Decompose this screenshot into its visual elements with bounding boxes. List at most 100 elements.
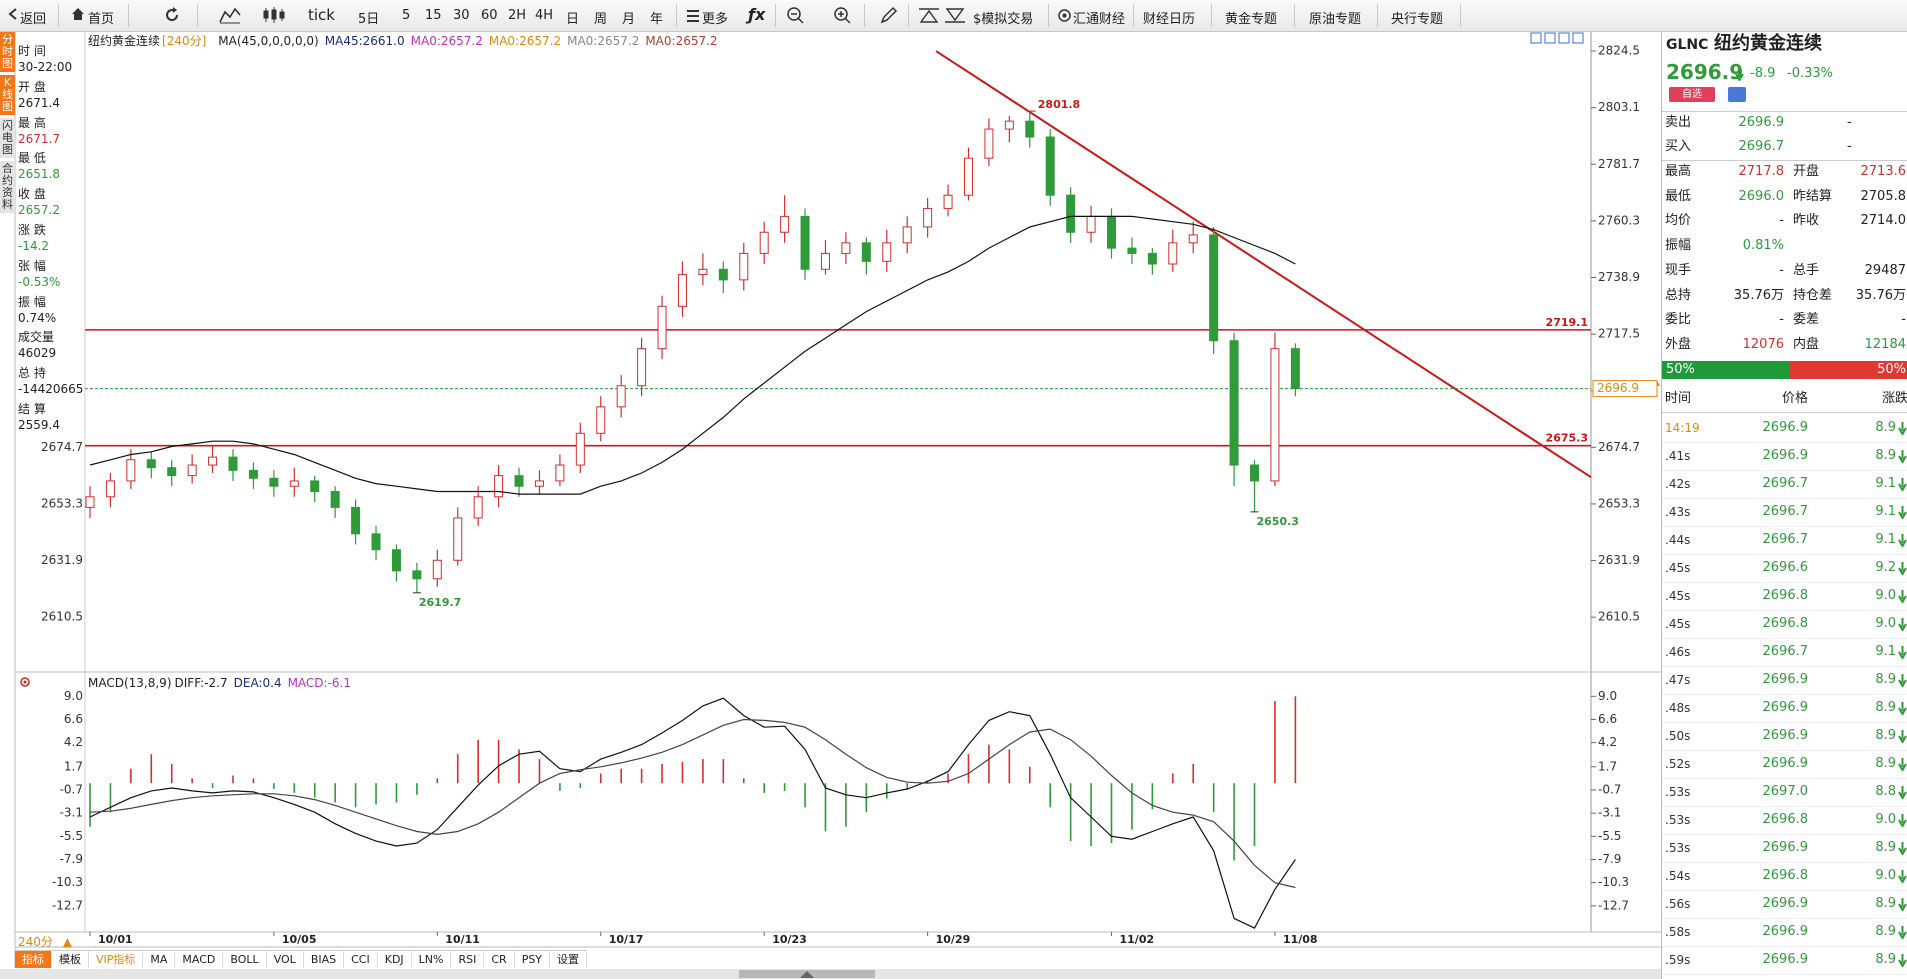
nav-link[interactable]: 财经日历 xyxy=(1143,12,1196,27)
down-arrow xyxy=(1898,898,1907,911)
nav-link[interactable]: 央行专题 xyxy=(1391,12,1444,27)
tick-price: 2696.7 xyxy=(1762,644,1809,659)
arrow-shape xyxy=(1898,898,1907,911)
indicator-tab[interactable]: VIP指标 xyxy=(89,951,144,968)
ma45-line xyxy=(89,215,1296,495)
indicator-tab[interactable]: 模板 xyxy=(52,951,89,968)
zoom-out-icon[interactable] xyxy=(786,6,804,24)
period-option[interactable]: 15 xyxy=(425,8,442,23)
y-tick-label-left: -10.3 xyxy=(52,875,83,889)
formula-button[interactable]: ƒx xyxy=(748,5,766,24)
line-chart-icon[interactable] xyxy=(219,6,241,24)
tick-price: 2696.6 xyxy=(1762,560,1809,575)
home-button[interactable]: 首页 xyxy=(88,12,115,27)
y-tick-label-left: 2610.5 xyxy=(41,610,83,624)
tick-change: 8.9 xyxy=(1875,756,1896,771)
period-option[interactable]: 30 xyxy=(453,8,470,23)
tick-change: 8.9 xyxy=(1875,840,1896,855)
period-option[interactable]: 年 xyxy=(650,12,664,27)
indicator-tab[interactable]: CCI xyxy=(344,951,378,968)
y-tick-label: 2781.7 xyxy=(1598,157,1640,171)
tick-time: 14:19 xyxy=(1665,421,1700,435)
indicator-tab[interactable]: 指标 xyxy=(15,951,52,968)
arrow-shape xyxy=(1898,702,1907,715)
nav-link[interactable]: 汇通财经 xyxy=(1073,12,1126,27)
indicator-tab[interactable]: RSI xyxy=(451,951,485,968)
period-option[interactable]: 4H xyxy=(535,8,554,23)
info-value: 2671.4 xyxy=(18,95,60,110)
chart-icon[interactable] xyxy=(1530,32,1542,44)
indicator-tab[interactable]: VOL xyxy=(267,951,304,968)
tick-change: 9.0 xyxy=(1875,812,1896,827)
toolbar: 返回 首页 tick 5日 5 15 30 60 2H 4H 日 周 月 年 更… xyxy=(0,0,1907,32)
separator xyxy=(1460,4,1461,27)
indicator-tab[interactable]: CR xyxy=(484,951,515,968)
kline-header: 纽约黄金连续 [240分] MA(45,0,0,0,0,0) MA45:2661.0 M… xyxy=(88,32,724,49)
indicator-tab[interactable]: LN% xyxy=(412,951,452,968)
alert-button[interactable] xyxy=(1728,87,1746,102)
period-option[interactable]: 5日 xyxy=(358,12,380,27)
indicator-tab[interactable]: KDJ xyxy=(378,951,412,968)
zoom-in-icon[interactable] xyxy=(833,6,851,24)
side-tab[interactable]: 分时图 xyxy=(0,32,15,72)
side-tab[interactable]: K线图 xyxy=(0,75,15,115)
candle-body xyxy=(1209,234,1219,342)
indicator-tab[interactable]: MACD xyxy=(175,951,224,968)
tick-time: .47s xyxy=(1665,673,1691,687)
period-option[interactable]: 月 xyxy=(622,12,636,27)
candle-body xyxy=(167,467,177,477)
period-option[interactable]: 5 xyxy=(402,8,411,23)
macd-settings-icon[interactable] xyxy=(20,677,30,687)
chart-icons xyxy=(1530,32,1584,44)
refresh-icon[interactable] xyxy=(163,6,181,24)
stat-label: 最低 xyxy=(1665,188,1692,204)
period-select[interactable]: 240分 ▲ xyxy=(18,935,72,949)
row-divider xyxy=(1662,806,1907,807)
arrow-shape xyxy=(1898,618,1907,631)
indicator-tab[interactable]: BOLL xyxy=(223,951,267,968)
side-tab[interactable]: 闪电图 xyxy=(0,118,15,158)
chart-icon[interactable] xyxy=(1544,32,1556,44)
y-tick-label-left: -3.1 xyxy=(60,806,83,820)
stat-value: 35.76万 xyxy=(1855,287,1906,303)
watch-button[interactable]: 自选 xyxy=(1669,87,1715,102)
chart-icon[interactable] xyxy=(1558,32,1570,44)
stat-value: 2705.8 xyxy=(1860,188,1907,204)
separator xyxy=(1133,4,1134,27)
tick-time: .53s xyxy=(1665,841,1691,855)
period-option[interactable]: 日 xyxy=(566,12,580,27)
tool-icon[interactable] xyxy=(944,6,966,24)
period-option[interactable]: 2H xyxy=(508,8,527,23)
indicator-tab[interactable]: BIAS xyxy=(304,951,345,968)
candle-body xyxy=(371,533,381,551)
down-arrow xyxy=(1898,730,1907,743)
tick-time: .41s xyxy=(1665,449,1691,463)
draw-icon[interactable] xyxy=(880,6,898,24)
bidask-label: 买入 xyxy=(1665,139,1692,154)
indicator-tab[interactable]: MA xyxy=(143,951,176,968)
candle-icon[interactable] xyxy=(262,6,288,24)
period-option[interactable]: 周 xyxy=(594,12,608,27)
separator xyxy=(58,4,59,27)
candle-body xyxy=(473,496,483,519)
tool-icon[interactable] xyxy=(918,6,940,24)
chart-icon[interactable] xyxy=(1572,32,1584,44)
sim-trade-button[interactable]: $模拟交易 xyxy=(973,12,1034,27)
period-option[interactable]: 60 xyxy=(481,8,498,23)
tick-price: 2696.7 xyxy=(1762,532,1809,547)
period-tick[interactable]: tick xyxy=(308,6,335,24)
info-value: 46029 xyxy=(18,346,57,361)
tick-time: .59s xyxy=(1665,953,1691,967)
indicator-tab[interactable]: 设置 xyxy=(550,951,588,968)
more-button[interactable]: 更多 xyxy=(702,12,729,27)
down-arrow xyxy=(1898,618,1907,631)
side-tab[interactable]: 合约资料 xyxy=(0,161,15,213)
indicator-tab[interactable]: PSY xyxy=(515,951,551,968)
nav-link[interactable]: 黄金专题 xyxy=(1225,12,1278,27)
stat-label: 振幅 xyxy=(1665,238,1692,254)
tick-change: 9.0 xyxy=(1875,616,1896,631)
stat-value: 2714.0 xyxy=(1860,213,1907,229)
back-button[interactable]: 返回 xyxy=(20,12,47,27)
nav-link[interactable]: 原油专题 xyxy=(1309,12,1362,27)
tick-price: 2696.9 xyxy=(1762,840,1809,855)
